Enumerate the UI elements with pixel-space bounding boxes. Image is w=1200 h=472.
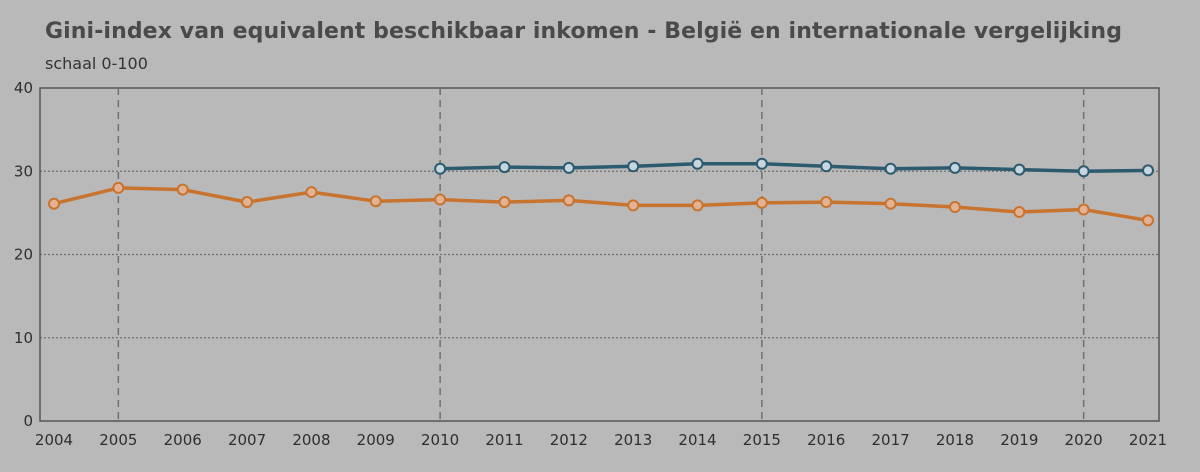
data-point-s1-2021: [1142, 214, 1154, 227]
grid-layer: [40, 170, 1159, 339]
x-tick-label-2021: 2021: [1129, 431, 1167, 449]
data-point-s2-2011: [498, 161, 511, 174]
data-point-s2-2017: [884, 162, 897, 175]
data-point-s2-2021: [1142, 164, 1154, 177]
data-point-s2-2016: [820, 160, 833, 173]
year-marker-lines: [117, 88, 1085, 421]
data-point-s1-2011: [498, 196, 511, 209]
data-point-s1-2017: [884, 197, 897, 210]
y-axis: 0 10 20 30 40: [14, 79, 33, 430]
x-tick-label-2015: 2015: [743, 431, 781, 449]
data-point-s1-2008: [305, 186, 318, 199]
data-point-s1-2012: [562, 194, 575, 207]
data-point-s1-2010: [434, 193, 447, 206]
y-tick-label-10: 10: [14, 329, 33, 347]
x-axis: 2004 2005 2006 2007 2008 2009 2010 2011 2012 2013…: [35, 431, 1167, 449]
y-tick-label-30: 30: [14, 162, 33, 180]
x-tick-label-2019: 2019: [1000, 431, 1038, 449]
data-point-s1-2020: [1077, 203, 1090, 216]
data-point-s1-2007: [241, 196, 254, 209]
data-point-s1-2004: [48, 197, 60, 210]
y-tick-label-0: 0: [23, 412, 33, 430]
x-tick-label-2012: 2012: [550, 431, 588, 449]
x-tick-label-2014: 2014: [678, 431, 716, 449]
series-line-2: [440, 162, 1149, 174]
data-point-s2-2013: [627, 160, 640, 173]
data-point-s1-2018: [948, 201, 961, 214]
data-point-s2-2019: [1013, 163, 1026, 176]
series-layer: [48, 157, 1154, 227]
x-tick-label-2011: 2011: [485, 431, 523, 449]
data-point-s2-2014: [691, 157, 704, 170]
data-point-s1-2019: [1013, 206, 1026, 219]
x-tick-label-2013: 2013: [614, 431, 652, 449]
data-point-s1-2014: [691, 199, 704, 212]
x-tick-label-2006: 2006: [164, 431, 202, 449]
data-point-s1-2015: [755, 196, 768, 209]
chart-subtitle: schaal 0-100: [45, 54, 148, 73]
x-tick-label-2020: 2020: [1065, 431, 1103, 449]
data-point-s1-2013: [627, 199, 640, 212]
x-tick-label-2004: 2004: [35, 431, 73, 449]
data-point-s2-2012: [562, 161, 575, 174]
y-tick-label-40: 40: [14, 79, 33, 97]
chart-title: Gini-index van equivalent beschikbaar in…: [45, 19, 1123, 44]
data-point-s1-2016: [820, 196, 833, 209]
data-point-s1-2006: [176, 183, 189, 196]
x-tick-label-2018: 2018: [936, 431, 974, 449]
x-tick-label-2010: 2010: [421, 431, 459, 449]
data-point-s2-2020: [1077, 165, 1090, 178]
data-point-s1-2005: [112, 181, 125, 194]
series-line-1: [53, 186, 1149, 223]
x-tick-label-2009: 2009: [357, 431, 395, 449]
x-tick-label-2007: 2007: [228, 431, 266, 449]
x-tick-label-2017: 2017: [871, 431, 909, 449]
x-tick-label-2005: 2005: [99, 431, 137, 449]
y-tick-label-20: 20: [14, 246, 33, 264]
data-point-s2-2010: [434, 162, 447, 175]
data-point-s2-2018: [948, 161, 961, 174]
plot-area: [39, 87, 1160, 422]
data-point-s1-2009: [369, 195, 382, 208]
x-tick-label-2016: 2016: [807, 431, 845, 449]
x-tick-label-2008: 2008: [292, 431, 330, 449]
data-point-s2-2015: [755, 157, 768, 170]
